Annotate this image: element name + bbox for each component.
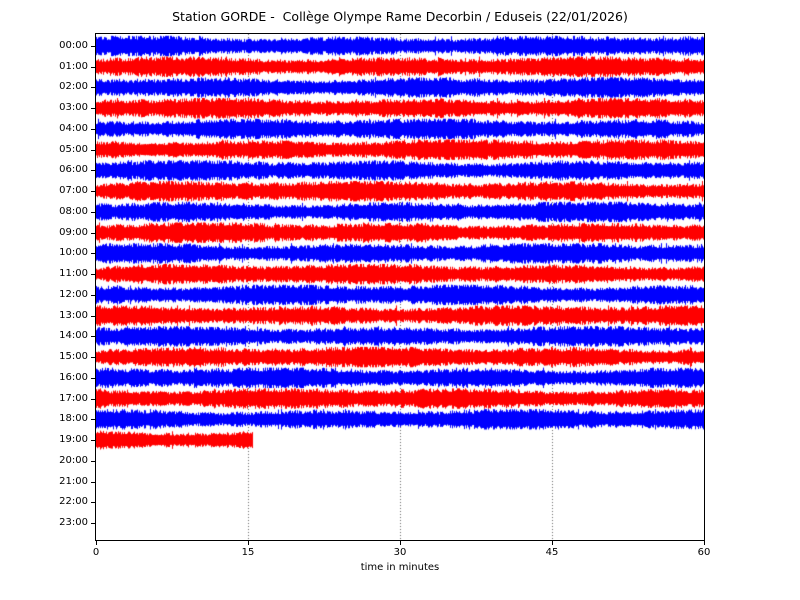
y-tick-mark [91, 399, 95, 400]
y-tick-label: 14:00 [59, 330, 88, 342]
y-tick-label: 16:00 [59, 371, 88, 383]
x-tick-label: 30 [393, 547, 407, 558]
y-tick-label: 15:00 [59, 351, 88, 363]
y-tick-mark [91, 150, 95, 151]
y-tick-label: 05:00 [59, 143, 88, 155]
y-tick-label: 21:00 [59, 475, 88, 487]
y-tick-label: 19:00 [59, 434, 88, 446]
y-tick-mark [91, 357, 95, 358]
y-tick-label: 23:00 [59, 517, 88, 529]
y-tick-label: 09:00 [59, 226, 88, 238]
x-tick-mark [96, 541, 97, 545]
y-tick-mark [91, 295, 95, 296]
y-tick-mark [91, 316, 95, 317]
y-tick-label: 17:00 [59, 392, 88, 404]
y-tick-label: 03:00 [59, 102, 88, 114]
x-tick-label: 15 [241, 547, 255, 558]
x-tick-mark [248, 541, 249, 545]
y-tick-mark [91, 523, 95, 524]
y-tick-label: 01:00 [59, 60, 88, 72]
x-tick-mark [552, 541, 553, 545]
x-tick-label: 45 [545, 547, 559, 558]
y-tick-mark [91, 253, 95, 254]
x-axis-title: time in minutes [360, 562, 440, 573]
y-tick-mark [91, 274, 95, 275]
y-tick-label: 22:00 [59, 496, 88, 508]
y-tick-label: 20:00 [59, 454, 88, 466]
y-tick-mark [91, 419, 95, 420]
y-tick-mark [91, 87, 95, 88]
y-tick-mark [91, 461, 95, 462]
y-tick-label: 13:00 [59, 309, 88, 321]
y-tick-label: 08:00 [59, 205, 88, 217]
y-tick-label: 12:00 [59, 288, 88, 300]
y-tick-mark [91, 212, 95, 213]
y-tick-mark [91, 170, 95, 171]
y-tick-label: 18:00 [59, 413, 88, 425]
y-tick-mark [91, 191, 95, 192]
y-tick-mark [91, 129, 95, 130]
seismogram-canvas [96, 34, 704, 540]
y-tick-label: 07:00 [59, 185, 88, 197]
y-tick-mark [91, 336, 95, 337]
x-tick-mark [704, 541, 705, 545]
x-tick-label: 0 [92, 547, 100, 558]
y-tick-label: 10:00 [59, 247, 88, 259]
y-tick-mark [91, 108, 95, 109]
y-tick-label: 00:00 [59, 40, 88, 51]
y-tick-mark [91, 482, 95, 483]
y-tick-mark [91, 502, 95, 503]
x-tick-label: 60 [697, 547, 711, 558]
y-tick-mark [91, 440, 95, 441]
x-tick-mark [400, 541, 401, 545]
y-tick-label: 06:00 [59, 164, 88, 176]
y-tick-label: 02:00 [59, 81, 88, 93]
y-tick-label: 11:00 [59, 268, 88, 280]
y-tick-mark [91, 233, 95, 234]
y-tick-label: 04:00 [59, 122, 88, 134]
y-tick-mark [91, 46, 95, 47]
y-tick-mark [91, 378, 95, 379]
chart-title: Station GORDE - Collège Olympe Rame Deco… [172, 9, 628, 24]
y-tick-mark [91, 67, 95, 68]
plot-area [95, 33, 705, 541]
